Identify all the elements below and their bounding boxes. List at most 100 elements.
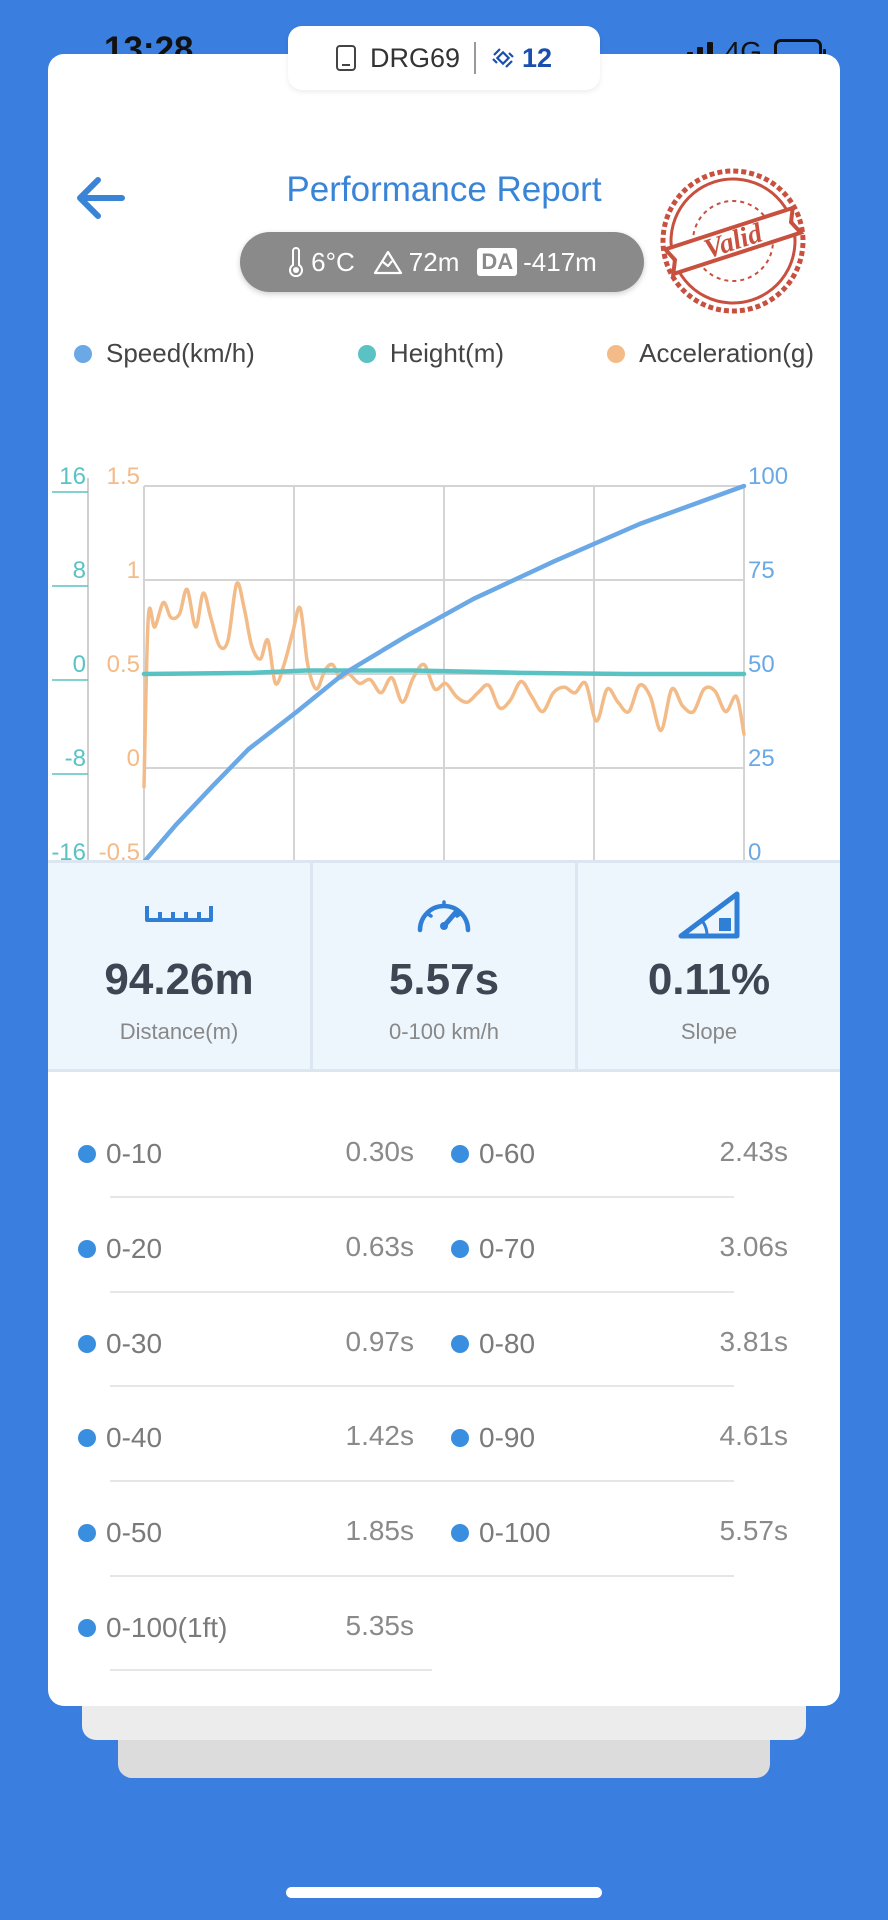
y-tick-label-height: 8	[73, 557, 86, 584]
y-tick-label-acceleration: 1.5	[107, 463, 140, 490]
split-time: 0.97s	[345, 1326, 415, 1357]
split-divider	[110, 1291, 734, 1293]
split-row: 0-10	[78, 1132, 162, 1176]
split-divider	[110, 1196, 734, 1198]
y-tick-label-speed: 0	[748, 839, 761, 866]
ruler-icon	[144, 887, 214, 941]
split-name: 0-50	[106, 1517, 163, 1548]
legend-label-acceleration: Acceleration(g)	[639, 338, 814, 368]
split-divider	[110, 1669, 432, 1671]
y-tick-label-acceleration: 0	[127, 745, 140, 772]
split-dot	[78, 1145, 96, 1163]
split-row: 0-70	[451, 1227, 535, 1271]
stat-distance: 94.26m Distance(m)	[48, 863, 310, 1069]
y-tick-label-speed: 50	[748, 651, 775, 678]
y-tick-label-height: -8	[65, 745, 86, 772]
split-name: 0-100(1ft)	[106, 1612, 228, 1643]
stat-value: 5.57s	[388, 955, 500, 1004]
split-dot	[78, 1429, 96, 1447]
split-name: 0-20	[106, 1233, 163, 1264]
split-row: 0-100	[451, 1511, 551, 1555]
split-dot	[78, 1335, 96, 1353]
split-name: 0-70	[479, 1233, 536, 1264]
y-tick-label-acceleration: 0.5	[107, 651, 140, 678]
stat-value: 94.26m	[104, 955, 254, 1004]
summary-stats: 94.26m Distance(m) 5.57s 0-100 km/h	[48, 860, 840, 1072]
split-name: 0-10	[106, 1138, 163, 1169]
back-button[interactable]	[70, 168, 130, 228]
legend-dot-height	[357, 344, 376, 363]
acceleration-line	[142, 581, 746, 789]
split-dot	[451, 1145, 469, 1163]
split-dot	[78, 1240, 96, 1258]
altitude-item: 72m	[373, 246, 460, 278]
split-row: 0-90	[451, 1416, 535, 1460]
da-badge: DA	[477, 248, 518, 276]
chart-legend: Speed(km/h) Height(m) Acceleration(g)	[74, 338, 814, 369]
device-name: DRG69	[369, 42, 460, 73]
split-time: 1.42s	[345, 1420, 415, 1451]
legend-item-speed: Speed(km/h)	[74, 338, 255, 369]
stat-label: 0-100 km/h	[388, 1019, 500, 1044]
split-time: 5.57s	[719, 1515, 789, 1546]
split-row: 0-80	[451, 1322, 535, 1366]
split-dot	[78, 1524, 96, 1542]
split-dot	[451, 1335, 469, 1353]
split-dot	[451, 1524, 469, 1542]
satellite-icon	[492, 48, 514, 68]
split-row: 0-40	[78, 1416, 162, 1460]
device-connection-pill[interactable]: DRG69 12	[288, 26, 600, 90]
y-tick-label-speed: 100	[748, 463, 788, 490]
mountain-icon	[373, 250, 402, 275]
split-dot	[451, 1240, 469, 1258]
split-divider	[110, 1385, 734, 1387]
split-row: 0-60	[451, 1132, 535, 1176]
performance-report-card: Performance Report 6°C 72m DA -417m V	[48, 54, 840, 1706]
split-time: 1.85s	[345, 1515, 415, 1546]
stat-value: 0.11%	[647, 955, 771, 1004]
stat-label: Slope	[680, 1019, 738, 1044]
y-tick-label-height: 0	[73, 651, 86, 678]
split-name: 0-30	[106, 1328, 163, 1359]
split-row: 0-100(1ft)	[78, 1606, 227, 1650]
height-line	[141, 668, 747, 677]
speed-line	[141, 483, 747, 865]
thermometer-icon	[289, 247, 304, 277]
speedometer-icon	[414, 887, 474, 941]
y-tick-label-speed: 25	[748, 745, 775, 772]
legend-item-acceleration: Acceleration(g)	[607, 338, 814, 369]
conditions-pill: 6°C 72m DA -417m	[240, 232, 644, 292]
stamp-text: Valid	[700, 217, 767, 265]
split-divider	[110, 1480, 734, 1482]
stat-0-100: 5.57s 0-100 km/h	[310, 863, 575, 1069]
altitude-value: 72m	[408, 246, 460, 277]
split-name: 0-100	[479, 1517, 551, 1548]
legend-dot-acceleration	[607, 344, 626, 363]
legend-label-speed: Speed(km/h)	[106, 338, 255, 368]
split-time: 3.81s	[719, 1326, 789, 1357]
home-indicator[interactable]	[286, 1887, 602, 1898]
legend-item-height: Height(m)	[357, 338, 504, 369]
split-name: 0-60	[479, 1138, 536, 1169]
split-name: 0-80	[479, 1328, 536, 1359]
split-divider	[110, 1575, 734, 1577]
slope-icon	[677, 887, 741, 941]
stat-label: Distance(m)	[119, 1019, 239, 1044]
split-time: 5.35s	[345, 1610, 415, 1641]
split-time: 3.06s	[719, 1231, 789, 1262]
y-tick-label-acceleration: 1	[127, 557, 140, 584]
density-altitude-item: DA -417m	[477, 246, 597, 278]
split-name: 0-40	[106, 1422, 163, 1453]
valid-stamp-icon: Valid	[660, 168, 806, 314]
page-title: Performance Report	[286, 170, 602, 209]
split-row: 0-20	[78, 1227, 162, 1271]
temperature-item: 6°C	[287, 247, 355, 278]
density-altitude-value: -417m	[523, 246, 597, 277]
split-name: 0-90	[479, 1422, 536, 1453]
y-tick-label-speed: 75	[748, 557, 775, 584]
legend-dot-speed	[74, 344, 92, 363]
split-time: 0.30s	[345, 1136, 415, 1167]
split-dot	[78, 1619, 96, 1637]
back-arrow-icon	[77, 177, 125, 219]
